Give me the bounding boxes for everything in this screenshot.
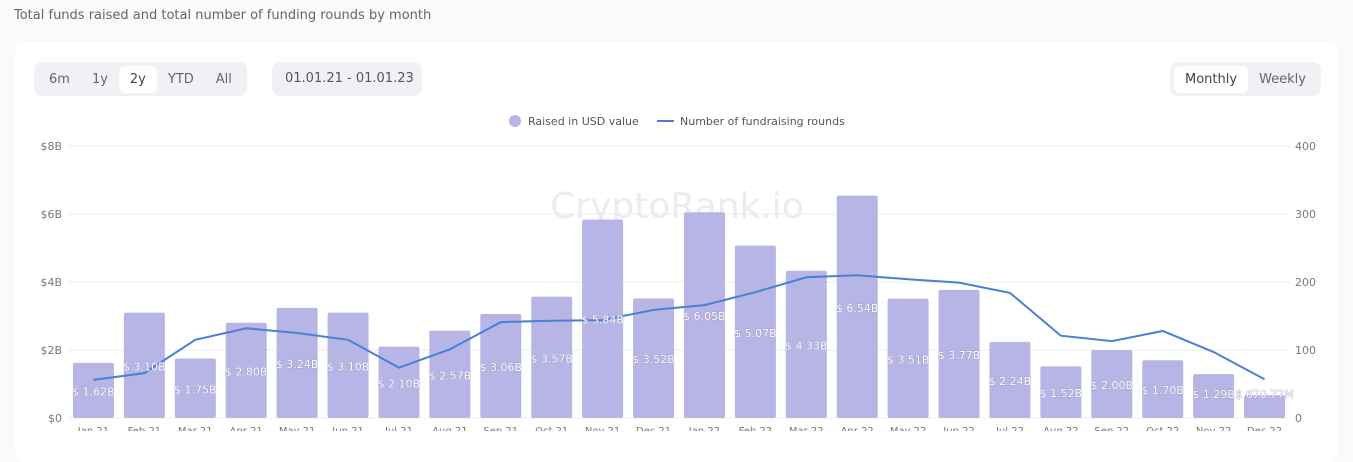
x-tick: Mar 22 [789,426,824,431]
x-tick: Sep 21 [483,426,518,431]
bar-label: $ 670.77M [1235,388,1293,401]
bar [1193,374,1235,418]
range-ytd[interactable]: YTD [167,71,194,87]
interval-selector: Monthly Weekly [1170,62,1321,96]
x-tick: Nov 22 [1196,426,1231,431]
bar [938,289,980,418]
bar-label: $ 3.77B [938,349,981,362]
range-selector: 6m 1y 2y YTD All [34,62,247,96]
x-tick: Sep 22 [1094,426,1129,431]
bar [1142,360,1184,418]
x-tick: Jun 21 [331,426,364,431]
x-tick: Jun 22 [942,426,975,431]
x-tick: Oct 22 [1146,426,1179,431]
x-tick: Dec 21 [636,426,671,431]
x-tick: Mar 21 [178,426,213,431]
x-tick: Dec 22 [1247,426,1282,431]
bar-label: $ 3.57B [530,352,573,365]
bar-label: $ 6.54B [836,302,879,315]
bar-label: $ 2.10B [378,377,421,390]
bar-label: $ 3.52B [632,353,675,366]
y-right-tick: 400 [1295,140,1316,153]
y-left-tick: $0 [48,412,62,425]
x-tick: Jul 21 [384,426,413,431]
y-right-tick: 0 [1295,412,1302,425]
x-tick: May 22 [890,426,927,431]
legend-line-label: Number of fundraising rounds [680,115,845,128]
bar-label: $ 3.10B [123,360,166,373]
bar [582,219,624,418]
legend-bar-label: Raised in USD value [528,115,639,128]
bar [1040,366,1082,418]
bar-label: $ 3.10B [327,360,370,373]
bar [225,322,267,418]
bar [123,312,165,418]
range-6m[interactable]: 6m [49,71,70,87]
bar [887,298,929,418]
bar [174,358,216,418]
y-right-tick: 300 [1295,208,1316,221]
bar [989,341,1031,418]
bar-label: $ 1.52B [1040,387,1083,400]
bar-label: $ 6.05B [683,310,726,323]
chart: CryptoRank.io$0 0$2B 100$4B 200$6B 300$8B 400… [40,115,1316,431]
bar-label: $ 5.84B [581,314,624,327]
bar [276,307,318,418]
bar [683,212,725,418]
bar-label: $ 3.24B [276,358,319,371]
bar-label: $ 1.29B [1192,388,1235,401]
range-all[interactable]: All [215,71,232,87]
bar [72,362,114,418]
legend-bar-swatch [509,115,521,127]
y-left-tick: $6B [40,208,62,221]
x-tick: Feb 22 [739,426,773,431]
y-left-tick: $8B [40,140,62,153]
bar-label: $ 2.24B [989,375,1032,388]
bar-label: $ 2.80B [225,365,268,378]
bar [1244,395,1286,418]
bar [836,195,878,418]
interval-monthly[interactable]: Monthly [1174,65,1249,93]
x-tick: Feb 21 [128,426,162,431]
x-tick: Aug 21 [432,426,467,431]
bar-label: $ 3.51B [887,353,930,366]
bar-label: $ 1.75B [174,383,217,396]
bar [785,270,827,418]
interval-weekly[interactable]: Weekly [1259,71,1306,87]
y-left-tick: $4B [40,276,62,289]
y-right-tick: 100 [1295,344,1316,357]
bar-label: $ 2.57B [429,369,472,382]
x-tick: Apr 22 [841,426,874,431]
bar-label: $ 1.70B [1141,384,1184,397]
x-tick: Jan 21 [77,426,109,431]
x-tick: Jan 22 [688,426,720,431]
y-left-tick: $2B [40,344,62,357]
date-range-input[interactable]: 01.01.21 - 01.01.23 [272,62,422,96]
x-tick: Oct 21 [535,426,568,431]
bar-label: $ 3.06B [480,361,523,374]
line-series [93,274,1266,381]
range-1y[interactable]: 1y [91,71,108,87]
x-tick: Jul 22 [995,426,1024,431]
bar-label: $ 5.07B [734,327,777,340]
bar [633,298,675,418]
bar [1091,350,1133,418]
x-tick: Aug 22 [1043,426,1078,431]
bar-label: $ 2.00B [1091,379,1134,392]
x-tick: Apr 21 [230,426,263,431]
bar [531,296,573,418]
chart-subtitle: Total funds raised and total number of f… [14,8,432,23]
bar [480,313,522,418]
range-2y[interactable]: 2y [118,65,157,93]
bar-label: $ 1.62B [72,385,115,398]
x-tick: May 21 [279,426,316,431]
y-right-tick: 200 [1295,276,1316,289]
bar-label: $ 4.33B [785,339,828,352]
x-tick: Nov 21 [585,426,620,431]
